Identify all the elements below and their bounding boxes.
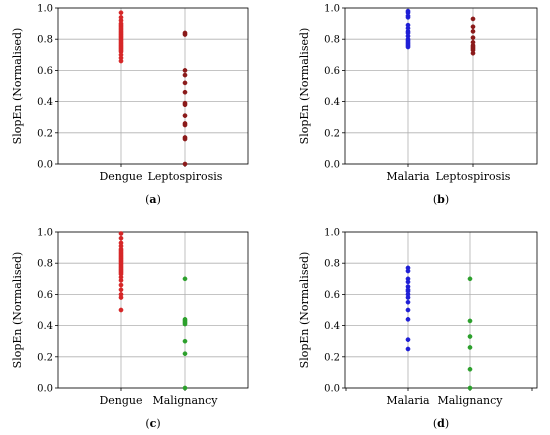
data-point bbox=[182, 276, 188, 282]
x-tick-label: Dengue bbox=[99, 394, 142, 407]
y-axis-label: SlopEn (Normalised) bbox=[11, 252, 24, 369]
panel-caption: (b) bbox=[433, 193, 449, 206]
y-tick-label: 0.0 bbox=[37, 384, 53, 395]
data-point bbox=[118, 287, 124, 293]
y-tick-label: 0.8 bbox=[324, 35, 340, 46]
y-tick-label: 0.8 bbox=[324, 259, 340, 270]
data-point bbox=[182, 72, 188, 78]
y-tick-label: 0.6 bbox=[37, 290, 53, 301]
data-point bbox=[467, 385, 473, 391]
data-point bbox=[467, 334, 473, 339]
data-point bbox=[405, 346, 411, 352]
data-point bbox=[470, 29, 476, 34]
data-point bbox=[470, 16, 476, 22]
y-tick-label: 1.0 bbox=[37, 228, 53, 239]
data-point bbox=[405, 15, 411, 20]
plot-frame bbox=[57, 7, 249, 165]
data-point bbox=[405, 299, 411, 305]
data-point bbox=[470, 24, 476, 30]
panel-caption: (c) bbox=[145, 417, 160, 430]
data-point bbox=[470, 35, 476, 40]
data-point bbox=[405, 268, 411, 274]
data-point bbox=[467, 276, 473, 282]
x-tick-label: Leptospirosis bbox=[436, 170, 511, 183]
y-tick-label: 1.0 bbox=[324, 4, 340, 15]
data-point bbox=[182, 89, 188, 95]
y-tick-label: 0.0 bbox=[324, 384, 340, 395]
data-point bbox=[182, 102, 188, 108]
data-point bbox=[405, 307, 411, 313]
y-tick-label: 1.0 bbox=[37, 4, 53, 15]
data-point bbox=[118, 10, 124, 16]
y-tick-label: 0.8 bbox=[37, 259, 53, 270]
data-point bbox=[182, 80, 188, 86]
y-tick-label: 0.4 bbox=[324, 321, 340, 332]
data-point bbox=[182, 351, 188, 357]
data-point bbox=[182, 321, 188, 327]
data-point bbox=[118, 235, 124, 241]
data-point bbox=[118, 58, 124, 64]
data-point bbox=[182, 32, 188, 37]
data-point bbox=[405, 279, 411, 285]
x-tick-label: Dengue bbox=[99, 170, 142, 183]
plot-frame bbox=[344, 231, 538, 389]
data-point bbox=[405, 44, 411, 50]
data-point bbox=[405, 337, 411, 342]
y-tick-label: 0.2 bbox=[324, 352, 340, 363]
plot-frame bbox=[57, 231, 249, 389]
data-point bbox=[467, 366, 473, 372]
y-tick-label: 1.0 bbox=[324, 228, 340, 239]
data-point bbox=[182, 113, 188, 118]
y-tick-label: 0.4 bbox=[37, 97, 53, 108]
data-point bbox=[182, 385, 188, 391]
data-point bbox=[182, 161, 188, 167]
y-tick-label: 0.6 bbox=[37, 66, 53, 77]
y-tick-label: 0.0 bbox=[324, 160, 340, 171]
x-tick-label: Malignancy bbox=[437, 394, 503, 407]
y-tick-label: 0.2 bbox=[37, 352, 53, 363]
y-tick-label: 0.6 bbox=[324, 290, 340, 301]
chart-panel-a: 0.0 0.2 0.4 0.6 0.8 1.0 Dengue Leptospirosis Slo… bbox=[11, 4, 249, 206]
chart-panel-b: 0.0 0.2 0.4 0.6 0.8 1.0 Malaria Leptospirosis Sl… bbox=[298, 4, 538, 206]
data-point bbox=[182, 136, 188, 142]
plot-frame bbox=[344, 7, 538, 165]
y-axis-label: SlopEn (Normalised) bbox=[298, 28, 311, 145]
data-point bbox=[118, 295, 124, 300]
y-tick-label: 0.8 bbox=[37, 35, 53, 46]
y-axis-label: SlopEn (Normalised) bbox=[11, 28, 24, 145]
data-point bbox=[118, 282, 124, 288]
data-point bbox=[118, 278, 124, 283]
y-tick-label: 0.4 bbox=[37, 321, 53, 332]
data-point bbox=[405, 317, 411, 322]
data-point bbox=[470, 50, 476, 56]
data-point bbox=[118, 307, 124, 313]
data-point bbox=[467, 318, 473, 324]
panel-caption: (a) bbox=[145, 193, 161, 206]
y-tick-label: 0.0 bbox=[37, 160, 53, 171]
data-point bbox=[182, 68, 188, 73]
panel-caption: (d) bbox=[433, 417, 449, 430]
data-point bbox=[118, 231, 124, 236]
x-tick-label: Malaria bbox=[386, 170, 430, 183]
y-tick-label: 0.2 bbox=[37, 128, 53, 139]
x-tick-label: Leptospirosis bbox=[148, 170, 223, 183]
y-tick-label: 0.2 bbox=[324, 128, 340, 139]
y-tick-label: 0.4 bbox=[324, 97, 340, 108]
y-tick-label: 0.6 bbox=[324, 66, 340, 77]
chart-panel-d: 0.0 0.2 0.4 0.6 0.8 1.0 Malaria Malignancy SlopE… bbox=[298, 228, 538, 430]
y-axis-label: SlopEn (Normalised) bbox=[298, 252, 311, 369]
data-point bbox=[405, 295, 411, 300]
chart-panel-c: 0.0 0.2 0.4 0.6 0.8 1.0 Dengue Malignancy SlopEn… bbox=[11, 228, 249, 430]
x-tick-label: Malaria bbox=[386, 394, 430, 407]
data-point bbox=[182, 338, 188, 344]
data-point bbox=[467, 345, 473, 350]
x-tick-label: Malignancy bbox=[152, 394, 218, 407]
data-point bbox=[182, 122, 188, 128]
